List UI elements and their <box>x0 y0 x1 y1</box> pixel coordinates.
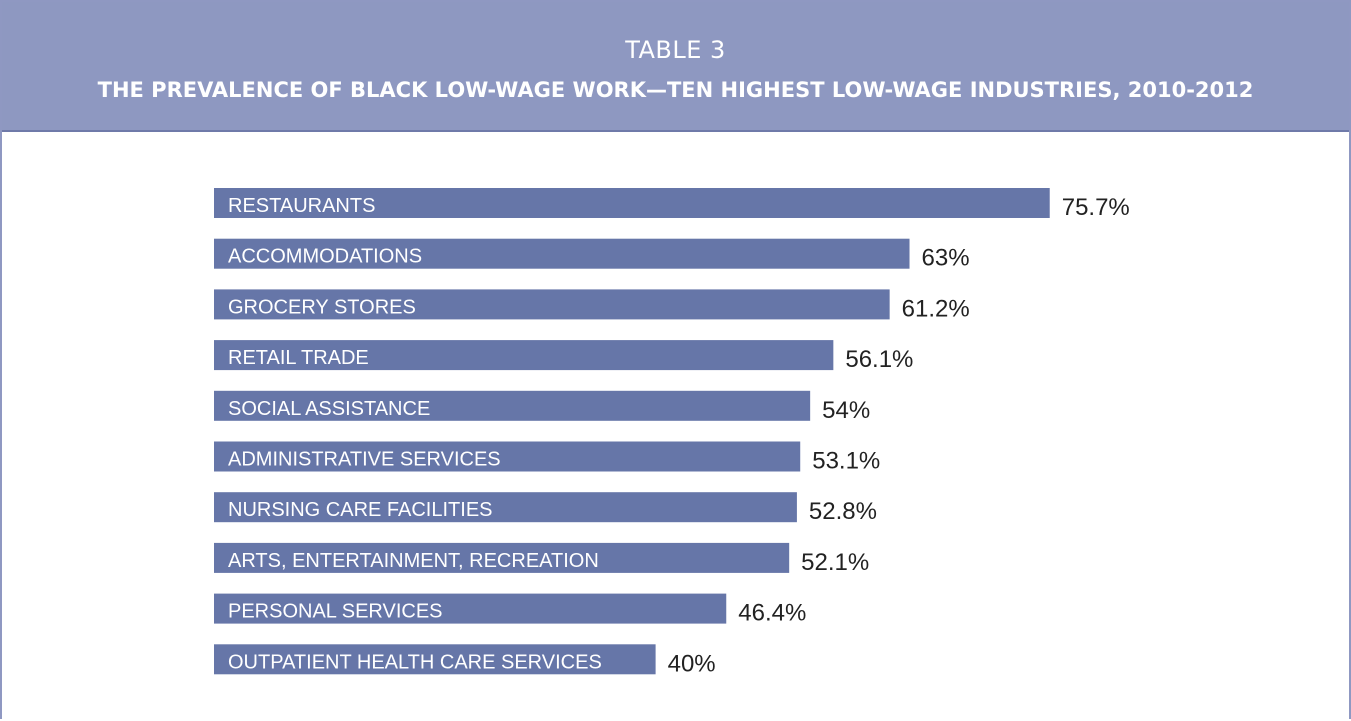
bar-value-label: 52.1% <box>801 549 869 576</box>
bar-category-label: ADMINISTRATIVE SERVICES <box>228 449 501 471</box>
bar-value-label: 40% <box>668 650 716 677</box>
bar-value-label: 61.2% <box>902 295 970 322</box>
bar <box>214 492 797 523</box>
bar-value-label: 52.8% <box>809 498 877 525</box>
bar-category-label: RETAIL TRADE <box>228 347 369 369</box>
bar-value-label: 75.7% <box>1062 194 1130 221</box>
bar <box>214 542 790 573</box>
bar <box>214 340 834 371</box>
table-number: TABLE 3 <box>625 36 726 64</box>
bar-value-label: 46.4% <box>738 600 806 627</box>
chart-title: THE PREVALENCE OF BLACK LOW-WAGE WORK—TE… <box>97 78 1254 102</box>
chart-header: TABLE 3 THE PREVALENCE OF BLACK LOW-WAGE… <box>2 2 1349 132</box>
bar-category-label: ARTS, ENTERTAINMENT, RECREATION <box>228 550 599 572</box>
bar <box>214 390 811 421</box>
bar-category-label: SOCIAL ASSISTANCE <box>228 398 430 420</box>
bar-value-label: 56.1% <box>845 346 913 373</box>
bar <box>214 441 801 472</box>
bar-category-label: ACCOMMODATIONS <box>228 246 422 268</box>
bar-category-label: NURSING CARE FACILITIES <box>228 499 493 521</box>
bar <box>214 188 1050 218</box>
bar <box>214 644 656 675</box>
bar <box>214 238 910 269</box>
bar-category-label: GROCERY STORES <box>228 296 416 318</box>
bar-value-label: 63% <box>922 245 970 272</box>
bar-category-label: PERSONAL SERVICES <box>228 601 443 623</box>
bar-category-label: OUTPATIENT HEALTH CARE SERVICES <box>228 651 602 673</box>
bar-value-label: 54% <box>822 397 870 424</box>
bar-value-label: 53.1% <box>812 448 880 475</box>
bar <box>214 593 727 624</box>
bar-category-label: RESTAURANTS <box>228 195 375 217</box>
bar <box>214 289 890 320</box>
